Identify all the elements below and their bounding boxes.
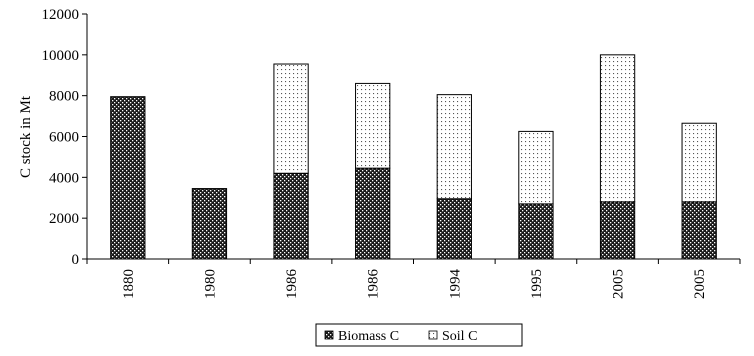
bar-soil xyxy=(599,54,636,203)
bar-biomass xyxy=(681,201,717,260)
y-tick-label: 0 xyxy=(72,252,80,268)
x-tick-label: 1980 xyxy=(202,269,218,299)
legend-swatch-soil xyxy=(428,330,438,340)
bar-soil xyxy=(518,130,554,205)
bar-biomass xyxy=(599,201,636,260)
bar-biomass xyxy=(355,167,391,260)
bars xyxy=(110,54,717,260)
bar-biomass xyxy=(436,198,472,260)
legend-label-biomass: Biomass C xyxy=(338,329,399,344)
legend: Biomass C Soil C xyxy=(315,323,523,347)
y-tick-label: 10000 xyxy=(42,48,80,64)
x-tick-label: 1986 xyxy=(366,269,382,300)
bar-soil xyxy=(273,63,309,174)
x-tick-label: 1986 xyxy=(284,269,300,300)
y-tick-label: 6000 xyxy=(49,130,79,146)
bar-biomass xyxy=(273,172,309,260)
x-tick-label: 1995 xyxy=(529,269,545,299)
x-tick-label: 1880 xyxy=(121,269,137,299)
bar-biomass xyxy=(518,203,554,260)
bar-soil xyxy=(681,122,717,203)
bar-soil xyxy=(355,82,391,169)
bar-biomass xyxy=(110,96,146,260)
bar-biomass xyxy=(191,188,228,260)
y-tick-label: 8000 xyxy=(49,89,79,105)
y-tick-label: 2000 xyxy=(49,211,79,227)
x-tick-label: 2005 xyxy=(611,269,627,299)
y-tick-label: 12000 xyxy=(42,7,80,23)
legend-label-soil: Soil C xyxy=(442,329,477,344)
bar-soil xyxy=(436,94,472,200)
y-axis-title: C stock in Mt xyxy=(18,95,34,178)
x-tick-label: 2005 xyxy=(692,269,708,299)
y-axis: 0 2000 4000 6000 8000 10000 12000 xyxy=(42,7,88,268)
legend-swatch-biomass xyxy=(324,330,334,340)
y-tick-label: 4000 xyxy=(49,170,79,186)
x-axis: 1880 1980 1986 1986 1994 1995 2005 2005 xyxy=(86,258,741,300)
x-tick-label: 1994 xyxy=(447,269,463,300)
